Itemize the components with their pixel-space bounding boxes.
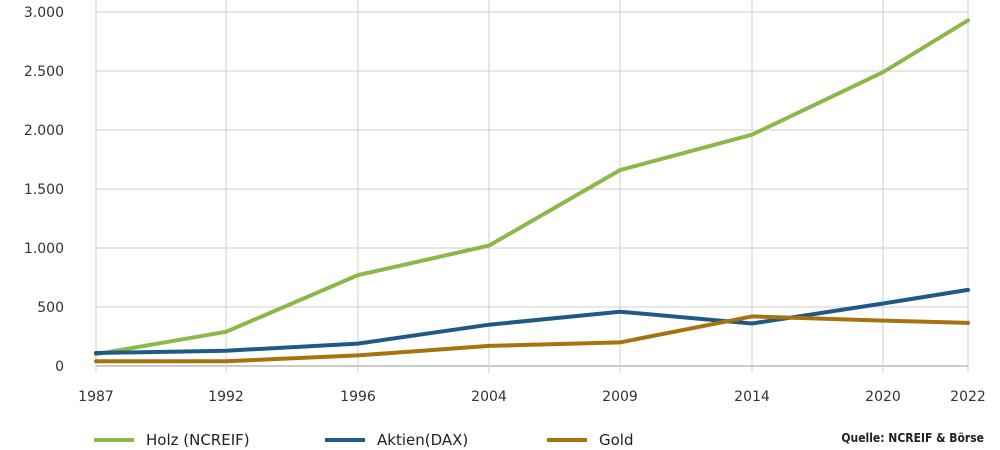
x-tick-label: 2020 — [865, 389, 901, 405]
series-line-1 — [94, 287, 970, 355]
x-tick-label: 1996 — [340, 389, 376, 405]
series-line-2 — [94, 314, 970, 364]
series-line-0 — [94, 18, 970, 357]
y-tick-label: 0 — [55, 359, 64, 375]
x-tick-label: 2014 — [734, 389, 770, 405]
legend-label: Gold — [599, 431, 634, 449]
y-tick-label: 1.500 — [24, 182, 64, 198]
y-axis-ticks: 0 500 1.000 1.500 2.000 2.500 3.000 — [24, 5, 64, 375]
x-tick-label: 2004 — [471, 389, 507, 405]
x-tick-label: 1992 — [208, 389, 244, 405]
y-tick-label: 3.000 — [24, 5, 64, 21]
series-lines — [94, 18, 970, 364]
x-tick-label: 2009 — [602, 389, 638, 405]
x-axis-ticks: 1987 1992 1996 2004 2009 2014 2020 2022 — [78, 389, 986, 405]
y-tick-label: 2.500 — [24, 64, 64, 80]
source-note: Quelle: NCREIF & Börse — [841, 431, 984, 445]
x-tick-label: 1987 — [78, 389, 114, 405]
grid — [95, 0, 969, 373]
y-tick-label: 2.000 — [24, 123, 64, 139]
legend-label: Aktien(DAX) — [377, 431, 468, 449]
legend-label: Holz (NCREIF) — [146, 431, 250, 449]
y-tick-label: 500 — [37, 300, 64, 316]
legend: Holz (NCREIF) Aktien(DAX) Gold — [94, 431, 634, 449]
x-tick-label: 2022 — [950, 389, 986, 405]
y-tick-label: 1.000 — [24, 241, 64, 257]
